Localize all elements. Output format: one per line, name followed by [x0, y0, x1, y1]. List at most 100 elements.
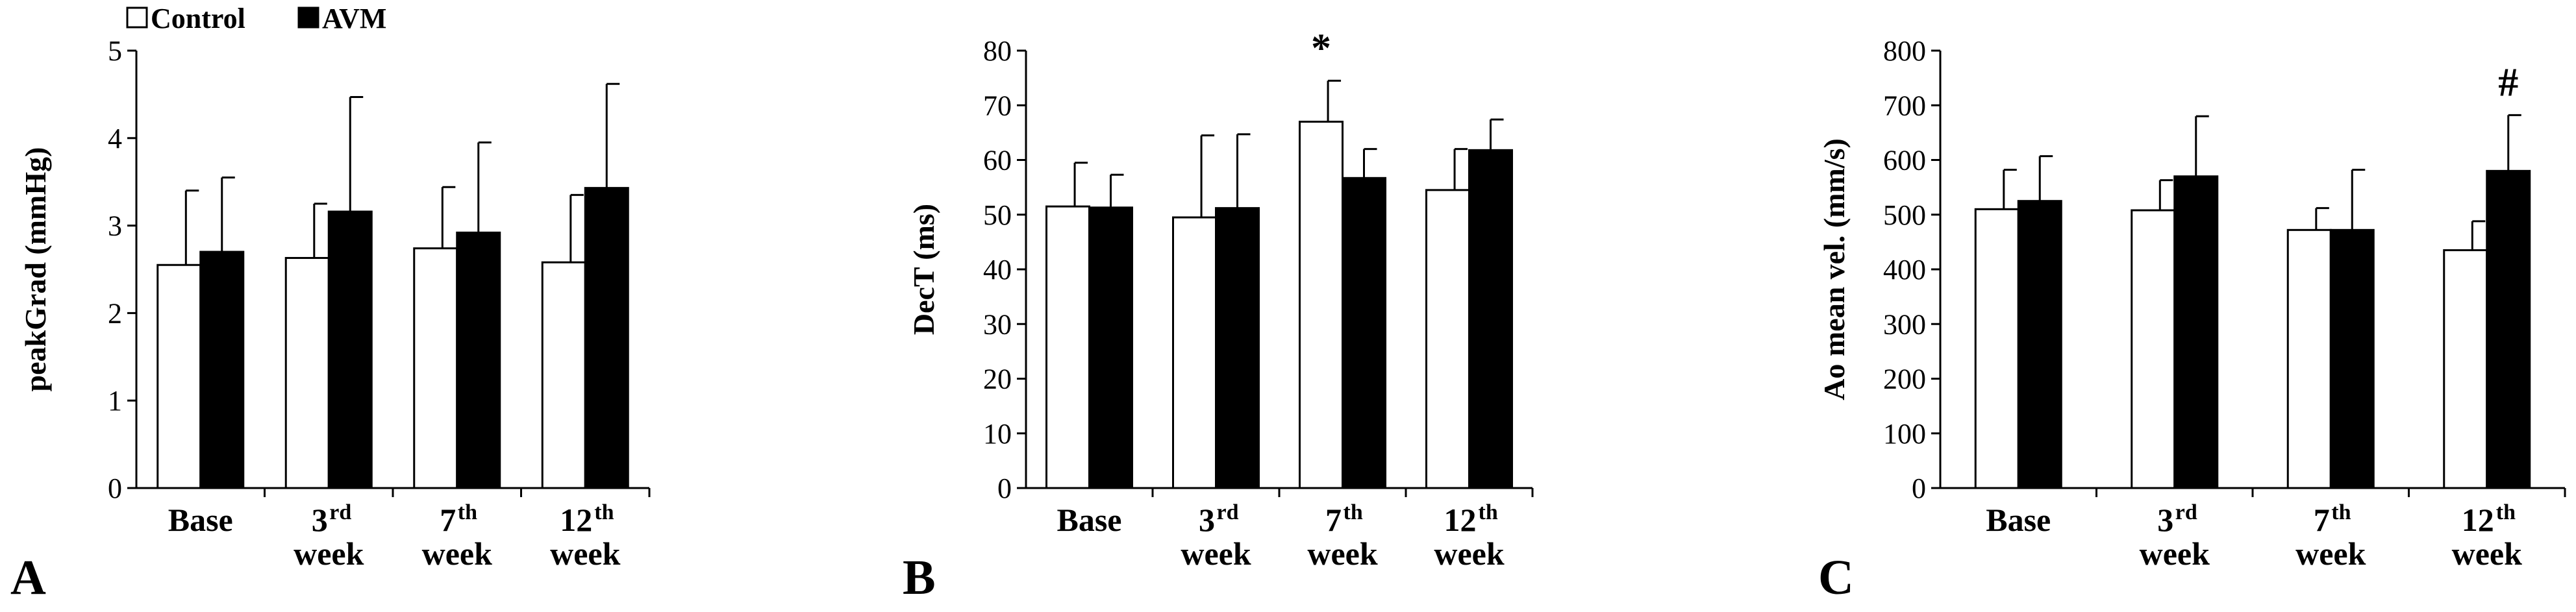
legend-avm-swatch [297, 6, 319, 29]
panel-c-y-tick-label: 100 [1883, 418, 1926, 450]
panel-a-category-label: 3 [312, 502, 328, 538]
panel-a-category-superscript: rd [329, 500, 351, 524]
panel-a-label: A [10, 550, 46, 605]
panel-b-category-superscript: th [1479, 500, 1498, 524]
panel-c-significance-marker: # [2498, 60, 2518, 104]
panel-b-avm-bar [1342, 177, 1386, 489]
panel-c-control-bar [2443, 249, 2488, 489]
panel-b-category-superscript: th [1344, 500, 1363, 524]
panel-b-y-tick-label: 70 [983, 90, 1012, 121]
panel-c-category-superscript: th [2496, 500, 2516, 524]
panel-c-avm-bar [2486, 169, 2531, 489]
panel-a-category-label: 7 [440, 502, 456, 538]
panel-c-y-tick-label: 700 [1883, 90, 1926, 121]
panel-a-y-axis-label: peakGrad (mmHg) [19, 147, 52, 392]
panel-a-category-label: 12 [560, 502, 592, 538]
panel-c-control-bar [1974, 208, 2020, 489]
panel-c-category-label: Base [1986, 502, 2051, 538]
panel-b-y-tick-label: 20 [983, 363, 1012, 395]
panel-c-bars [1974, 114, 2531, 489]
panel-a-control-bar [541, 261, 586, 489]
panel-b-category-sublabel: week [1307, 535, 1377, 572]
panel-c-control-bar [2131, 209, 2176, 489]
panel-a-y-tick-label: 2 [108, 297, 122, 329]
panel-b-y-tick-label: 60 [983, 145, 1012, 177]
legend-control-label: Control [151, 3, 245, 34]
panel-c-avm-bar [2173, 175, 2219, 489]
panel-a-control-bar [413, 247, 458, 489]
panel-c-ticks: 0 100 200 300 400 500 600 700 800 [1883, 35, 2566, 504]
panel-b-ticks: 0 10 20 30 40 50 60 70 80 [983, 35, 1534, 504]
panel-c-y-axis-label: Ao mean vel. (mm/s) [1818, 138, 1851, 400]
panel-b-y-tick-label: 10 [983, 418, 1012, 450]
panel-c-y-tick-label: 600 [1883, 145, 1926, 177]
panel-b-annotations: * [1311, 26, 1331, 70]
panel-b-y-tick-label: 40 [983, 254, 1012, 286]
panel-b-y-tick-label: 0 [997, 472, 1012, 504]
legend: Control AVM [126, 3, 386, 34]
panel-c-avm-bar [2017, 200, 2062, 489]
panel-a-category-sublabel: week [550, 535, 620, 572]
panel-c-category-superscript: rd [2175, 500, 2197, 524]
legend-avm-label: AVM [322, 3, 386, 34]
legend-control-swatch [126, 6, 148, 29]
panel-a-y-tick-label: 1 [108, 385, 122, 417]
panel-a-category-superscript: th [458, 500, 477, 524]
panel-a-y-tick-label: 5 [108, 35, 122, 67]
panel-a-category-label: Base [168, 502, 233, 538]
panel-b-category-label: Base [1057, 502, 1122, 538]
panel-b-category-sublabel: week [1434, 535, 1504, 572]
panel-a-category-sublabel: week [422, 535, 492, 572]
panel-b-category-label: 7 [1325, 502, 1342, 538]
panel-c-category-label: 3 [2157, 502, 2173, 538]
panel-b-y-axis-label: DecT (ms) [907, 204, 940, 335]
panel-b-avm-bar [1468, 149, 1513, 489]
panel-b-label: B [903, 550, 936, 605]
panel-b-control-bar [1045, 205, 1090, 489]
panel-c-annotations: # [2498, 60, 2518, 104]
panel-a-avm-bar [199, 251, 245, 489]
panel-b-control-bar [1425, 189, 1470, 489]
panel-a-avm-bar [456, 231, 501, 489]
panel-a-control-bar [284, 256, 330, 489]
panel-c-category-label: 7 [2314, 502, 2330, 538]
panel-c-category-sublabel: week [2140, 535, 2210, 572]
panel-c-category-sublabel: week [2452, 535, 2522, 572]
panel-b-category-superscript: rd [1217, 500, 1239, 524]
panel-b-avm-bar [1215, 207, 1260, 489]
panel-c-y-tick-label: 200 [1883, 363, 1926, 395]
panel-b-category-sublabel: week [1181, 535, 1251, 572]
panel-a-avm-bar [327, 210, 373, 489]
panel-a-category-superscript: th [594, 500, 614, 524]
panel-c-y-tick-label: 800 [1883, 35, 1926, 67]
panel-b-y-tick-label: 80 [983, 35, 1012, 67]
panel-b-control-bar [1172, 216, 1217, 489]
panel-c-y-tick-label: 400 [1883, 254, 1926, 286]
panel-b-y-tick-label: 30 [983, 308, 1012, 340]
panel-a-control-bar [156, 263, 202, 489]
panel-b-avm-bar [1088, 206, 1133, 489]
panel-a-avm-bar [584, 187, 629, 489]
panel-c-category-sublabel: week [2295, 535, 2366, 572]
panel-b-y-tick-label: 50 [983, 199, 1012, 231]
panel-c-control-bar [2286, 228, 2332, 489]
panel-b-bars [1045, 79, 1513, 489]
panel-b-significance-marker: * [1311, 26, 1331, 70]
panel-a-y-tick-label: 3 [108, 210, 122, 242]
panel-c-y-tick-label: 0 [1912, 472, 1926, 504]
panel-a-bars [156, 82, 629, 489]
panel-c-y-tick-label: 300 [1883, 308, 1926, 340]
panel-a-ticks: 0 1 2 3 4 5 [108, 35, 651, 504]
panel-c-category-superscript: th [2331, 500, 2351, 524]
panel-a-y-tick-label: 4 [108, 123, 122, 154]
panel-b-category-label: 3 [1199, 502, 1215, 538]
panel-a-y-tick-label: 0 [108, 472, 122, 504]
panel-c-label: C [1818, 550, 1854, 605]
panel-b-category-label: 12 [1444, 502, 1477, 538]
